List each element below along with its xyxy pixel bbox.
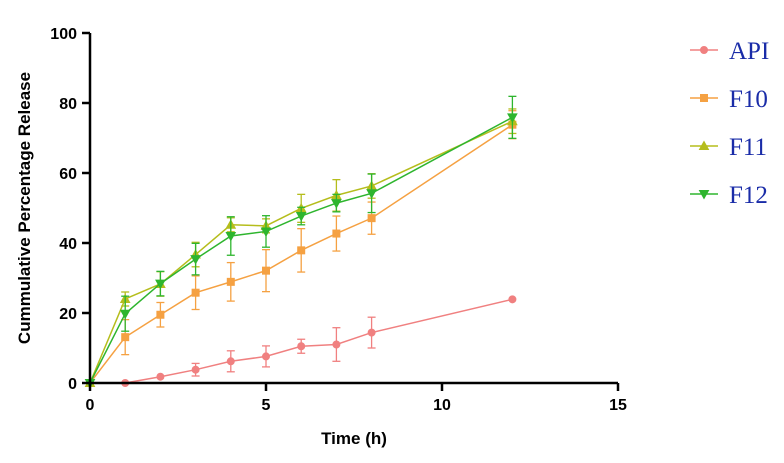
data-point-f12	[331, 199, 342, 209]
y-tick-label: 20	[59, 306, 77, 323]
legend-marker	[698, 140, 710, 150]
legend-marker	[698, 190, 710, 200]
legend-label: F12	[729, 182, 768, 209]
plot-area	[84, 95, 518, 389]
legend-item-f10: F10	[690, 86, 768, 113]
legend-marker	[700, 46, 708, 54]
x-tick-label: 5	[262, 397, 271, 414]
legend-item-api: API	[690, 38, 769, 65]
y-tick-label: 0	[68, 376, 77, 393]
data-point-api	[156, 372, 165, 381]
data-point-f12	[507, 113, 518, 123]
legend-item-f12: F12	[690, 182, 768, 209]
series-line-api	[90, 298, 513, 384]
data-point-api	[367, 328, 376, 337]
x-tick-label: 0	[86, 397, 95, 414]
data-point-f10	[226, 277, 235, 286]
legend-label: API	[729, 38, 769, 65]
series-line-f12	[89, 116, 513, 384]
y-tick-label: 60	[59, 166, 77, 183]
data-point-api	[191, 365, 200, 374]
data-point-f10	[121, 333, 130, 342]
x-tick-label: 15	[609, 397, 627, 414]
data-point-api	[332, 340, 341, 349]
series-f12	[84, 95, 518, 389]
data-point-api	[508, 295, 517, 304]
data-point-f12	[225, 232, 237, 242]
data-point-api	[262, 352, 270, 361]
data-point-f12	[295, 212, 307, 222]
y-tick-label: 80	[59, 96, 77, 113]
data-point-api	[226, 357, 235, 366]
series-api	[86, 295, 517, 387]
y-tick-label: 40	[59, 236, 77, 253]
data-point-f12	[119, 309, 131, 320]
x-tick-label: 10	[433, 397, 451, 414]
data-point-f10	[191, 288, 200, 297]
data-point-f12	[260, 227, 272, 237]
legend-label: F11	[729, 134, 767, 161]
series-line-f11	[89, 120, 513, 384]
data-point-f12	[190, 255, 201, 265]
y-tick-label: 100	[50, 26, 77, 43]
axes: 0 5 10 15 0 20 40 60 80 100	[50, 26, 627, 414]
data-point-f10	[332, 229, 341, 238]
data-point-f10	[297, 246, 306, 255]
series-line-f10	[89, 124, 513, 384]
legend-marker	[700, 94, 708, 102]
x-axis-title: Time (h)	[321, 429, 387, 448]
legend-item-f11: F11	[690, 134, 767, 161]
data-point-f10	[367, 214, 376, 223]
legend-label: F10	[729, 86, 768, 113]
data-point-f10	[156, 310, 165, 319]
legend: API F10 F11 F12	[690, 38, 769, 209]
data-point-f10	[262, 266, 270, 275]
data-point-api	[297, 342, 306, 351]
data-point-f12	[155, 279, 166, 290]
y-axis-title: Cummulative Percentage Release	[15, 72, 34, 344]
data-point-f12	[366, 189, 377, 199]
